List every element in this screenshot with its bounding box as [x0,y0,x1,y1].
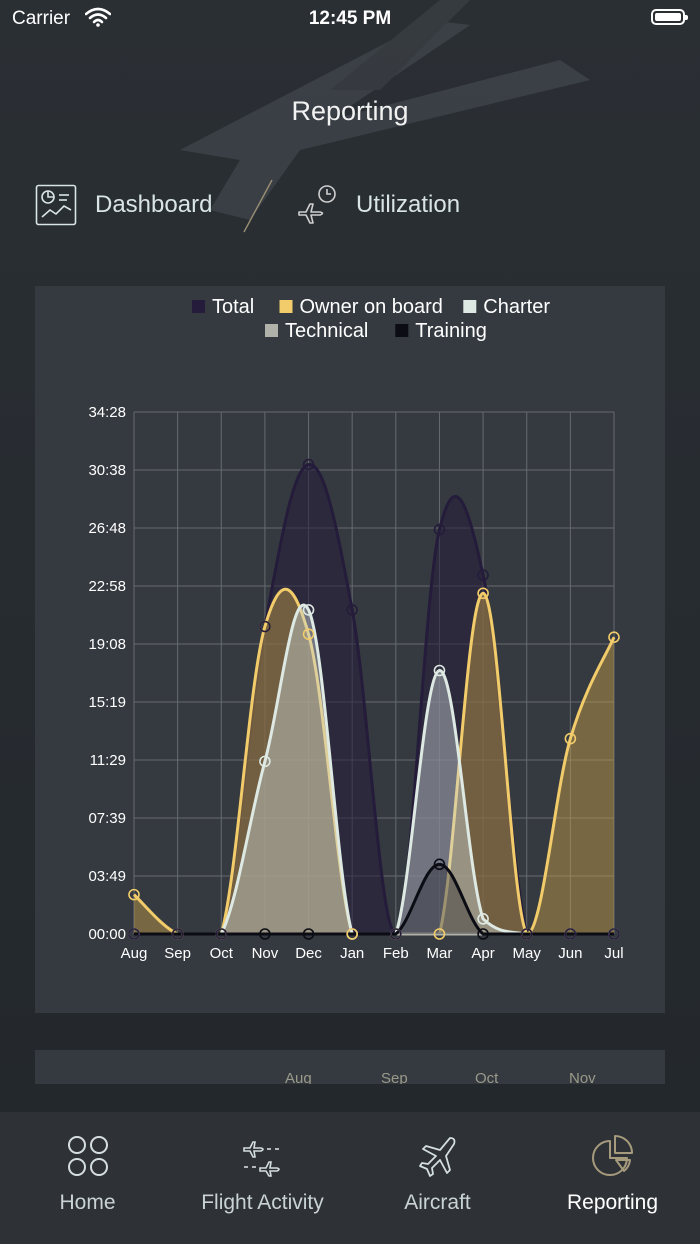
tab-home-label: Home [59,1191,116,1214]
data-point-charter [302,604,315,616]
utilization-chart-card: 00:00 03:49 07:39 11:29 15:19 19:08 22:58 26:48… [35,286,665,1013]
x-tick-label: Sep [164,945,191,962]
data-point-training [302,928,315,940]
x-tick-label: Apr [471,945,494,962]
series-area-charter [134,605,614,934]
status-bar: Carrier 12:45 PM [0,0,700,38]
wifi-icon [85,7,111,27]
y-tick-label: 03:49 [88,868,126,885]
data-point-total [215,928,228,940]
x-tick-label: Feb [383,945,409,962]
data-point-charter [433,664,446,677]
y-tick-label: 07:39 [88,810,126,827]
carrier-label: Carrier [12,8,71,29]
tab-aircraft[interactable]: Aircraft [350,1112,525,1244]
legend-swatch [192,300,205,313]
data-point-training [259,928,271,940]
x-tick-label: Jun [558,945,582,962]
tab-flight-activity[interactable]: Flight Activity [175,1112,350,1244]
segment-divider [243,179,273,233]
dashboard-tab[interactable]: Dashboard [35,180,212,230]
data-point-total [608,928,620,940]
x-tick-label: May [513,945,542,962]
axis-label: Oct [475,1070,499,1084]
clock: 12:45 PM [308,8,392,29]
data-point-charter [477,913,489,925]
legend-swatch [395,324,409,337]
legend-swatch [265,324,278,337]
dashboard-icon [35,184,77,226]
data-point-total [477,569,489,581]
dashboard-tab-label: Dashboard [95,191,213,218]
y-tick-label: 11:29 [90,752,126,769]
data-point-owner-on-board [302,628,315,640]
data-point-owner-on-board [477,587,489,600]
tab-flight-activity-label: Flight Activity [201,1191,324,1214]
tab-bar: Home Flight Activity Aircraft [0,1112,700,1244]
utilization-chart: 00:00 03:49 07:39 11:29 15:19 19:08 22:58 26:48… [88,296,623,962]
data-point-charter [259,755,271,768]
series-area-owner-on-board [134,589,614,934]
data-point-total [346,604,358,616]
x-tick-label: Jul [604,945,623,962]
tab-home[interactable]: Home [0,1112,175,1244]
series-area-total [134,464,614,934]
data-point-total [302,458,315,471]
data-point-training [477,928,489,940]
data-point-total [171,928,184,940]
aircraft-icon [418,1137,455,1177]
x-tick-label: Mar [427,945,453,962]
legend-swatch [279,300,293,313]
axis-label: Nov [569,1070,596,1084]
legend-label: Charter [483,296,550,318]
y-tick-label: 26:48 [88,520,126,537]
legend-swatch [463,300,477,313]
background-plane-image [180,0,590,220]
data-point-total [128,928,140,940]
legend-label: Owner on board [300,296,443,318]
x-tick-label: Nov [252,945,279,962]
data-point-owner-on-board [346,928,358,940]
reporting-pie-icon [591,1135,633,1176]
data-point-total [259,620,271,633]
legend-label: Technical [285,320,368,342]
data-point-owner-on-board [433,928,446,940]
axis-label: Aug [285,1070,312,1084]
utilization-tab-label: Utilization [356,191,461,218]
data-point-total [433,523,446,536]
y-tick-label: 30:38 [88,462,126,479]
axis-label: Sep [381,1070,408,1084]
x-tick-label: Aug [121,945,148,962]
home-grid-icon [67,1136,108,1176]
secondary-chart-card: Aug Sep Oct Nov [35,1050,665,1084]
legend-label: Training [415,320,487,342]
y-tick-label: 15:19 [88,694,126,711]
x-tick-label: Jan [340,945,364,962]
series-line-training [134,862,614,936]
data-point-owner-on-board [564,732,577,745]
page-title: Reporting [291,96,409,126]
x-tick-label: Dec [295,945,322,962]
x-tick-label: Oct [210,945,234,962]
data-point-total [520,928,533,940]
utilization-tab[interactable]: Utilization [296,180,460,230]
y-tick-label: 34:28 [88,404,126,421]
battery-icon [651,9,688,25]
y-tick-label: 19:08 [88,636,126,653]
y-tick-label: 22:58 [88,578,126,595]
plane-clock-icon [298,185,336,224]
data-point-total [564,928,577,940]
data-point-owner-on-board [128,888,140,901]
y-tick-label: 00:00 [88,926,126,943]
data-point-owner-on-board [608,631,620,643]
legend-label: Total [212,296,254,318]
tab-reporting-label: Reporting [566,1191,659,1214]
data-point-training [433,858,446,871]
flight-activity-icon [242,1141,280,1177]
data-point-total [390,928,402,940]
tab-reporting[interactable]: Reporting [525,1112,700,1244]
tab-aircraft-label: Aircraft [404,1191,471,1214]
